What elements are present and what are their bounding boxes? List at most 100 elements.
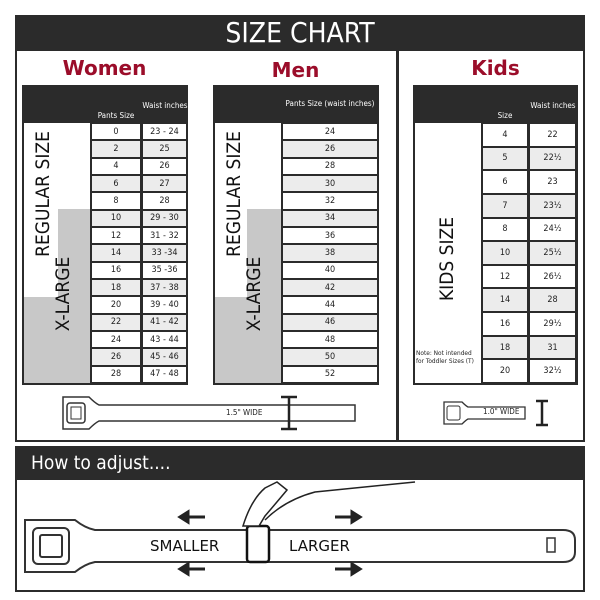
kids-note: Note: Not intended for Toddler Sizes (T): [416, 349, 474, 365]
smaller-label: SMALLER: [150, 537, 220, 555]
table-cell: 46: [282, 313, 378, 331]
table-cell: 32½: [529, 359, 576, 383]
table-cell: 32: [282, 192, 378, 210]
table-cell: 50: [282, 348, 378, 366]
women-belt-width: 1.5" WIDE: [226, 408, 263, 417]
table-cell: 6: [91, 175, 141, 193]
chart-frame: [15, 50, 585, 442]
table-cell: 22: [91, 313, 141, 331]
page-title: SIZE CHART: [15, 15, 585, 51]
how-to-adjust-heading: How to adjust....: [15, 446, 585, 480]
table-cell: 18: [482, 335, 528, 360]
table-cell: 39 - 40: [142, 296, 187, 314]
divider: [396, 50, 399, 442]
men-heading: Men: [271, 58, 320, 82]
table-cell: 25: [142, 140, 187, 158]
table-cell: 10: [482, 241, 528, 265]
women-col-waist: Waist inches: [142, 101, 188, 110]
table-cell: 2: [91, 140, 141, 158]
table-cell: 7: [482, 193, 528, 218]
table-cell: 24: [282, 123, 378, 141]
table-cell: 26: [282, 140, 378, 158]
table-cell: 10: [91, 209, 141, 227]
men-xlarge-label: X-LARGE: [243, 256, 265, 332]
women-col-pants: Pants Size: [97, 111, 135, 120]
table-cell: 37 - 38: [142, 279, 187, 297]
table-cell: 38: [282, 244, 378, 262]
table-cell: 24: [91, 331, 141, 349]
larger-label: LARGER: [289, 537, 350, 555]
table-cell: 27: [142, 175, 187, 193]
table-cell: 28: [282, 157, 378, 175]
arrow-right-icon: [335, 509, 363, 525]
arrow-left-icon: [177, 561, 205, 577]
women-table: Pants Size Waist inches REGULAR SIZE X-L…: [22, 85, 188, 385]
table-cell: 0: [91, 123, 141, 141]
table-cell: 12: [482, 264, 528, 289]
table-cell: 20: [91, 296, 141, 314]
table-cell: 24½: [529, 217, 576, 242]
adjust-illustration: [24, 481, 576, 577]
table-cell: 6: [482, 170, 528, 194]
hand-icon: [241, 481, 289, 527]
table-cell: 31 - 32: [142, 227, 187, 245]
table-cell: 4: [482, 123, 528, 147]
table-cell: 22½: [529, 146, 576, 171]
table-cell: 16: [91, 261, 141, 279]
kids-col-size: Size: [497, 111, 513, 120]
table-cell: 4: [91, 157, 141, 175]
kids-belt-icon: [443, 399, 548, 427]
table-cell: 5: [482, 146, 528, 171]
kids-heading: Kids: [471, 56, 520, 80]
table-cell: 23: [529, 170, 576, 194]
table-cell: 40: [282, 261, 378, 279]
table-cell: 52: [282, 365, 378, 383]
men-col-pants: Pants Size (waist inches): [285, 99, 375, 108]
table-cell: 45 - 46: [142, 348, 187, 366]
women-xlarge-label: X-LARGE: [52, 256, 74, 332]
women-heading: Women: [62, 56, 147, 80]
table-cell: 8: [91, 192, 141, 210]
table-cell: 41 - 42: [142, 313, 187, 331]
women-belt-icon: [62, 395, 356, 431]
table-cell: 36: [282, 227, 378, 245]
table-cell: 42: [282, 279, 378, 297]
table-cell: 33 -34: [142, 244, 187, 262]
table-cell: 16: [482, 312, 528, 336]
kids-belt-width: 1.0" WIDE: [483, 407, 520, 416]
table-cell: 12: [91, 227, 141, 245]
table-cell: 29½: [529, 312, 576, 336]
arrow-right-icon: [335, 561, 363, 577]
table-cell: 30: [282, 175, 378, 193]
table-cell: 47 - 48: [142, 365, 187, 383]
table-cell: 29 - 30: [142, 209, 187, 227]
table-cell: 23 - 24: [142, 123, 187, 141]
adjust-frame: [15, 480, 585, 592]
table-cell: 14: [91, 244, 141, 262]
kids-col-waist: Waist inches: [530, 101, 576, 110]
table-cell: 35 -36: [142, 261, 187, 279]
table-cell: 26½: [529, 264, 576, 289]
kids-table: Size Waist inches KIDS SIZE Note: Not in…: [413, 85, 578, 385]
table-cell: 43 - 44: [142, 331, 187, 349]
men-table: Pants Size (waist inches) REGULAR SIZE X…: [213, 85, 379, 385]
table-cell: 34: [282, 209, 378, 227]
table-cell: 14: [482, 288, 528, 313]
table-cell: 26: [91, 348, 141, 366]
table-cell: 18: [91, 279, 141, 297]
table-cell: 22: [529, 123, 576, 147]
table-cell: 44: [282, 296, 378, 314]
table-cell: 25½: [529, 241, 576, 265]
table-cell: 28: [142, 192, 187, 210]
kids-size-label: KIDS SIZE: [436, 216, 458, 302]
table-cell: 23½: [529, 193, 576, 218]
table-cell: 48: [282, 331, 378, 349]
belt-keeper: [245, 524, 271, 564]
table-cell: 26: [142, 157, 187, 175]
table-cell: 8: [482, 217, 528, 242]
table-cell: 28: [91, 365, 141, 383]
arrow-left-icon: [177, 509, 205, 525]
table-cell: 31: [529, 335, 576, 360]
table-cell: 20: [482, 359, 528, 383]
table-cell: 28: [529, 288, 576, 313]
